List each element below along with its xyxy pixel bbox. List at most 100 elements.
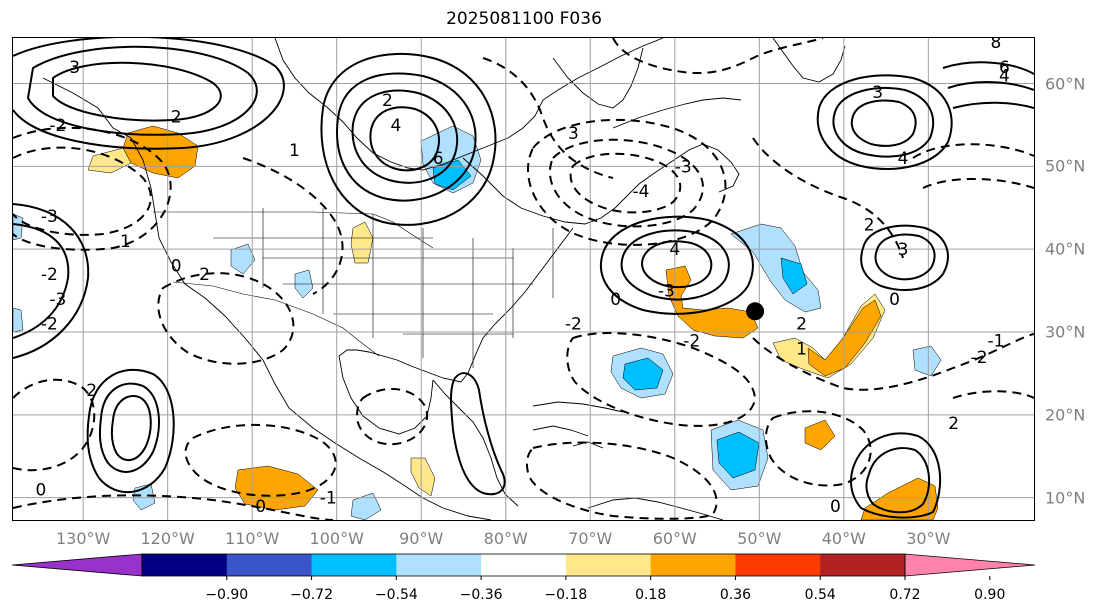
negative-contour: [952, 390, 1034, 399]
colorbar-tick-label: 0.90: [974, 587, 1006, 603]
political-borders: [153, 208, 554, 368]
contour-value-label: 3: [872, 83, 883, 103]
negative-contour: [752, 333, 1034, 391]
latitude-tick-label: 50°N: [1045, 156, 1086, 176]
contour-value-label: 6: [999, 58, 1010, 78]
gridlines: [13, 38, 1034, 520]
colorbar-segment: [481, 554, 567, 576]
contour-value-label: 0: [610, 290, 621, 310]
contour-value-label: 0: [35, 480, 46, 500]
storm-center-marker[interactable]: [746, 302, 765, 321]
positive-contour: [641, 240, 713, 289]
longitude-tick-label: 30°W: [906, 529, 951, 548]
negative-anomaly-area: [912, 345, 942, 377]
negative-anomaly-area: [730, 223, 822, 313]
positive-contour: [620, 229, 730, 301]
negative-contour: [13, 494, 334, 520]
positive-contour: [98, 382, 160, 473]
positive-anomaly-area: [860, 477, 939, 520]
positive-contour: [850, 432, 942, 519]
colorbar-segment: [565, 554, 652, 576]
negative-contour: [548, 138, 704, 228]
negative-contour: [612, 38, 824, 74]
weak-positive-anomaly-area: [772, 293, 886, 379]
contour-value-label: 3: [898, 240, 909, 260]
positive-contour: [947, 81, 1034, 91]
latitude-tick-label: 10°N: [1045, 488, 1086, 508]
contour-value-label: -3: [41, 207, 58, 227]
colorbar: [11, 553, 1036, 580]
positive-contour: [86, 368, 175, 494]
negative-contour: [527, 118, 727, 246]
contour-value-label: 0: [889, 290, 900, 310]
latitude-tick-label: 20°N: [1045, 405, 1086, 425]
colorbar-segment: [650, 554, 736, 576]
contour-value-label: 1: [120, 232, 131, 252]
longitude-tick-label: 80°W: [483, 529, 528, 548]
longitude-tick-label: 60°W: [652, 529, 697, 548]
positive-contour: [351, 89, 459, 184]
longitude-tick-label: 100°W: [309, 529, 364, 548]
positive-anomaly-area: [350, 221, 374, 264]
anomaly-shading: [13, 125, 942, 520]
longitude-tick-label: 70°W: [568, 529, 613, 548]
contour-labels: 32-21-3-2-3-210 -24623-4-34-30-2-22134320…: [35, 38, 1010, 517]
positive-contour: [369, 106, 440, 172]
colorbar-segment: [226, 554, 313, 576]
negative-contour: [752, 137, 904, 259]
positive-contour: [942, 61, 1034, 75]
latitude-tick-label: 60°N: [1045, 74, 1086, 94]
contour-value-label: 2: [864, 215, 875, 235]
negative-contour: [912, 143, 1034, 159]
positive-contour: [850, 99, 917, 147]
contour-value-label: 4: [999, 66, 1010, 86]
colorbar-tick-label: −0.36: [459, 587, 503, 603]
contour-value-label: -3: [675, 157, 692, 177]
map-title: 2025081100 F036: [446, 9, 602, 29]
contour-value-label: -2: [41, 265, 58, 285]
contour-value-label: -1: [320, 489, 337, 509]
positive-contour: [450, 372, 506, 496]
latitude-tick-label: 30°N: [1045, 322, 1086, 342]
negative-anomaly-area: [230, 243, 256, 275]
contour-value-label: 3: [69, 58, 80, 78]
longitude-tick-label: 40°W: [821, 529, 866, 548]
contour-value-label: 0: [255, 497, 266, 517]
contour-value-label: 6: [433, 149, 444, 169]
colorbar-segment: [142, 554, 228, 576]
contour-value-label: -2: [565, 315, 582, 335]
colorbar-extend-low: [11, 553, 143, 577]
positive-contour: [816, 74, 953, 170]
negative-contour: [566, 332, 757, 427]
positive-contour: [320, 52, 497, 226]
contour-value-label: 8: [991, 38, 1002, 53]
strong-negative-anomaly-area: [432, 159, 472, 191]
contour-value-label: 3: [568, 124, 579, 144]
positive-anomaly-area: [410, 457, 436, 497]
contour-value-label: 1: [796, 340, 807, 360]
strong-negative-anomaly-area: [780, 257, 808, 295]
contour-value-label: -3: [49, 290, 66, 310]
positive-contour: [860, 224, 949, 291]
colorbar-segment: [396, 554, 482, 576]
positive-anomaly-area: [234, 465, 319, 511]
negative-anomaly-area: [350, 492, 382, 520]
colorbar-tick-label: 0.36: [719, 587, 752, 603]
contour-lines: [13, 38, 1034, 520]
contour-value-label: 2: [86, 381, 97, 401]
longitude-tick-label: 120°W: [140, 529, 195, 548]
longitude-tick-label: 110°W: [225, 529, 280, 548]
positive-contour: [952, 101, 1034, 109]
colorbar-tick-label: 0.18: [635, 587, 667, 603]
contour-value-label: -2: [683, 331, 700, 351]
positive-contour: [13, 203, 90, 359]
negative-contour: [242, 157, 344, 295]
longitude-tick-label: 90°W: [399, 529, 444, 548]
positive-anomaly-area: [804, 419, 836, 451]
map-plot-area[interactable]: 3 2 -2 1 -3 -2 -3 -2 1 0 -2 4 6 2 3 -4 -3 4 -3 0 -2 -2 2 1 3 4 3 2 0…: [12, 37, 1035, 521]
negative-contour: [922, 177, 1034, 189]
colorbar-tick-label: 0.54: [804, 587, 836, 603]
contour-value-label: -2: [49, 116, 66, 136]
contour-value-label: 4: [669, 240, 680, 260]
positive-anomaly-area: [807, 299, 882, 377]
